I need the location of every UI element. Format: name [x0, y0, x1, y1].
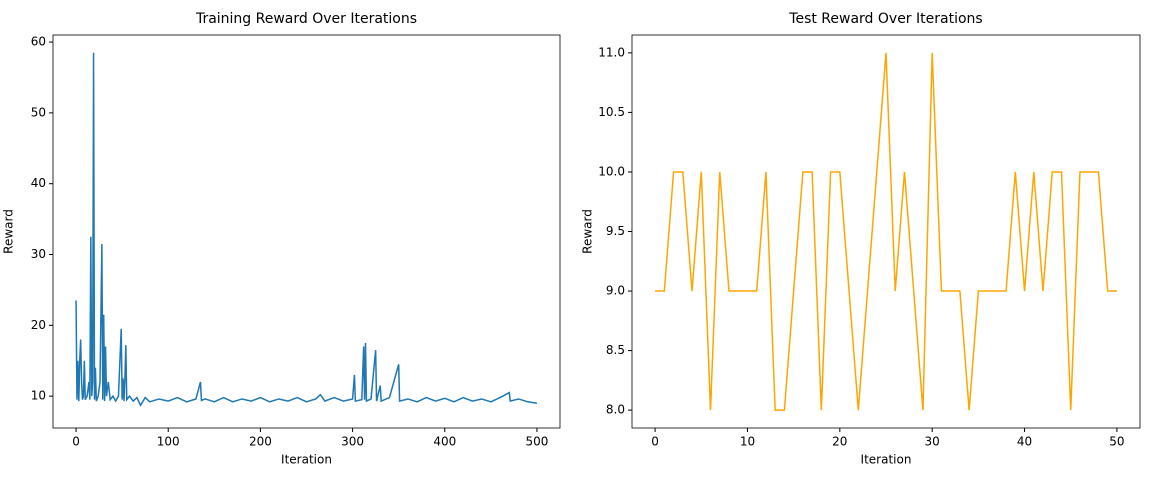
- x-tick-label: 40: [1017, 435, 1032, 449]
- y-tick-label: 10.0: [598, 164, 625, 178]
- x-tick-label: 100: [157, 435, 180, 449]
- y-tick-label: 50: [31, 105, 46, 119]
- x-tick-label: 30: [925, 435, 940, 449]
- y-tick-label: 11.0: [598, 45, 625, 59]
- x-tick-label: 10: [740, 435, 755, 449]
- x-tick-label: 20: [832, 435, 847, 449]
- chart-title: Test Reward Over Iterations: [788, 11, 982, 27]
- x-tick-label: 300: [341, 435, 364, 449]
- x-tick-label: 200: [249, 435, 272, 449]
- y-tick-label: 9.5: [606, 224, 625, 238]
- y-tick-label: 20: [31, 318, 46, 332]
- y-tick-label: 10.5: [598, 105, 625, 119]
- x-axis-label: Iteration: [861, 453, 912, 467]
- y-axis-label: Reward: [2, 209, 16, 254]
- x-tick-label: 500: [526, 435, 549, 449]
- x-tick-label: 0: [72, 435, 80, 449]
- plot-frame: [52, 34, 561, 429]
- y-tick-label: 10: [31, 389, 46, 403]
- x-tick-label: 400: [433, 435, 456, 449]
- y-axis-label: Reward: [581, 209, 595, 254]
- data-line: [655, 52, 1117, 411]
- y-tick-label: 9.0: [606, 284, 625, 298]
- x-tick-label: 0: [651, 435, 659, 449]
- y-tick-label: 40: [31, 176, 46, 190]
- chart-title: Training Reward Over Iterations: [195, 11, 417, 27]
- x-axis-label: Iteration: [281, 453, 332, 467]
- y-tick-label: 60: [31, 35, 46, 49]
- plot-frame: [631, 34, 1141, 429]
- y-tick-label: 30: [31, 247, 46, 261]
- x-tick-label: 50: [1109, 435, 1124, 449]
- y-tick-label: 8.0: [606, 403, 625, 417]
- y-tick-label: 8.5: [606, 343, 625, 357]
- data-line: [75, 52, 538, 407]
